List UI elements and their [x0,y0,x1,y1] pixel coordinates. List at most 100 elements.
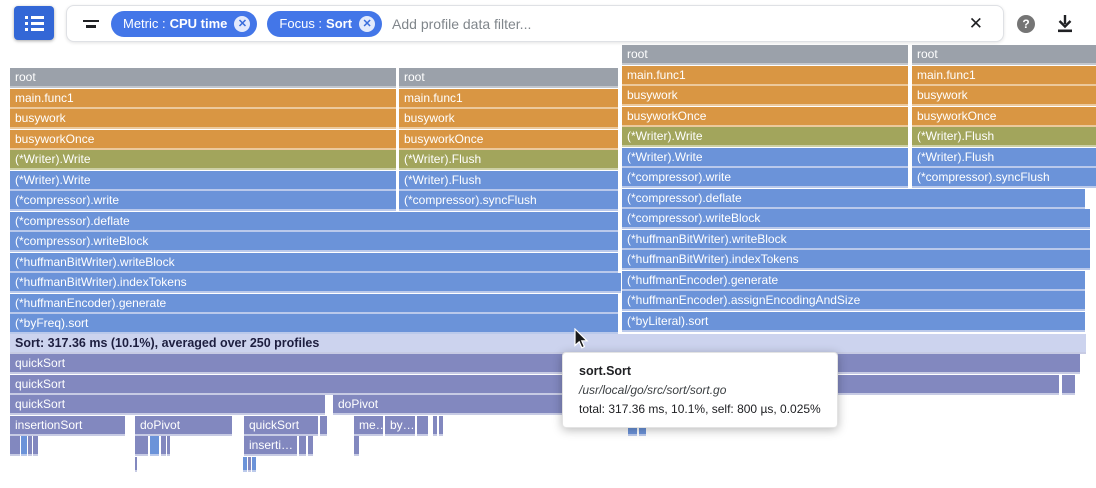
chip-close-icon[interactable]: ✕ [359,15,376,32]
flame-frame[interactable]: doPivot [135,415,232,436]
flame-frame[interactable] [161,436,166,456]
flame-frame[interactable]: (*Writer).Write [10,170,396,191]
flame-frame[interactable] [354,436,359,456]
flame-frame[interactable]: (*huffmanBitWriter).indexTokens [10,273,621,293]
flame-frame[interactable]: (*Writer).Flush [912,127,1096,147]
flame-frame[interactable]: (*compressor).writeBlock [622,209,1090,229]
filter-bar: Metric : CPU time ✕ Focus : Sort ✕ Add pro… [66,5,1004,42]
toolbar: Metric : CPU time ✕ Focus : Sort ✕ Add pro… [0,0,1096,48]
flame-frame[interactable] [33,436,38,456]
flame-frame[interactable]: (*compressor).syncFlush [399,191,618,211]
flame-frame[interactable]: inserti… [244,436,297,456]
frame-label: (*compressor).writeBlock [627,211,761,225]
flame-frame[interactable]: (*compressor).write [622,168,908,188]
flame-frame[interactable] [10,436,20,456]
flame-frame[interactable] [299,436,306,456]
flame-frame[interactable]: quickSort [10,374,1059,395]
frame-label: busywork [627,88,678,102]
flame-frame[interactable] [248,456,251,472]
tooltip-source-path: /usr/local/go/src/sort/sort.go [579,383,727,397]
flame-frame[interactable]: (*huffmanEncoder).generate [622,270,1085,291]
frame-label: root [627,47,648,61]
flame-frame[interactable]: busyworkOnce [622,106,908,127]
flame-frame[interactable]: insertionSort [10,415,125,436]
flame-frame[interactable] [243,456,247,472]
flame-frame[interactable] [417,415,428,436]
frame-label: me… [359,417,383,432]
flame-frame[interactable] [439,415,443,436]
flame-frame[interactable] [252,456,256,472]
flame-frame[interactable]: root [399,68,618,88]
flame-frame[interactable] [167,436,170,456]
flame-frame[interactable]: main.func1 [912,65,1096,86]
flame-frame[interactable]: (*huffmanEncoder).generate [10,293,618,314]
flame-frame[interactable] [433,415,437,436]
flame-frame[interactable]: (*Writer).Write [622,147,908,168]
flame-frame[interactable]: (*Writer).Flush [399,150,618,170]
bulleted-list-icon [24,15,44,31]
flame-frame[interactable] [1062,374,1075,395]
filter-chip-metric[interactable]: Metric : CPU time ✕ [111,10,258,37]
flame-frame[interactable] [150,436,159,456]
flame-frame[interactable] [21,436,27,456]
selected-frame-summary[interactable]: Sort: 317.36 ms (10.1%), averaged over 2… [10,334,1086,354]
flame-frame[interactable]: (*huffmanEncoder).assignEncodingAndSize [622,291,1085,311]
flame-frame[interactable]: (*byLiteral).sort [622,311,1085,332]
flame-frame[interactable]: busywork [622,86,908,106]
flame-frame[interactable]: (*compressor).write [10,191,396,211]
frame-label: quickSort [249,417,300,432]
help-icon[interactable]: ? [1017,15,1035,33]
flame-frame[interactable]: main.func1 [622,65,908,86]
frame-label: doPivot [140,417,181,432]
frame-label: (*byFreq).sort [15,316,89,330]
flame-frame[interactable]: by… [385,415,415,436]
flame-frame[interactable]: busyworkOnce [10,129,396,150]
frame-label: (*Writer).Flush [917,149,995,164]
flame-frame[interactable]: busywork [10,109,396,129]
flame-frame[interactable]: root [912,45,1096,65]
flame-frame[interactable]: (*Writer).Flush [912,147,1096,168]
frame-label: root [404,70,425,84]
flame-frame[interactable]: root [622,45,908,65]
flame-frame[interactable]: quickSort [10,395,325,415]
flame-frame[interactable]: (*Writer).Flush [399,170,618,191]
flame-frame[interactable] [320,415,327,436]
flame-frame[interactable]: quickSort [10,354,1080,374]
flame-frame[interactable]: main.func1 [399,88,618,109]
chip-close-icon[interactable]: ✕ [234,15,251,32]
frame-label: root [917,47,938,61]
flame-frame[interactable]: (*compressor).deflate [10,211,618,232]
frame-label: (*Writer).Flush [404,172,482,187]
flame-frame[interactable] [135,436,148,456]
chip-value: Sort [326,16,353,31]
flame-frame[interactable]: busywork [399,109,618,129]
flame-frame[interactable]: (*Writer).Write [10,150,396,170]
flame-frame[interactable]: (*huffmanBitWriter).indexTokens [622,250,1090,270]
filter-chip-focus[interactable]: Focus : Sort ✕ [267,10,383,37]
menu-button[interactable] [14,6,54,40]
flame-frame[interactable]: root [10,68,396,88]
flame-frame[interactable] [308,436,313,456]
flame-frame[interactable] [135,456,137,472]
flame-frame[interactable]: me… [354,415,383,436]
flame-frame[interactable]: busywork [912,86,1096,106]
flame-frame[interactable]: (*huffmanBitWriter).writeBlock [622,229,1090,250]
frame-label: main.func1 [15,90,74,105]
flame-frame[interactable]: (*compressor).writeBlock [10,232,618,252]
flame-frame[interactable]: (*huffmanBitWriter).writeBlock [10,252,618,273]
frame-label: (*Writer).Write [15,152,91,166]
flame-frame[interactable]: main.func1 [10,88,396,109]
flame-frame[interactable]: (*Writer).Write [622,127,908,147]
flame-frame[interactable]: (*compressor).deflate [622,188,1085,209]
download-icon[interactable] [1055,13,1075,35]
clear-filters-icon[interactable]: ✕ [968,13,983,33]
flame-frame[interactable]: busyworkOnce [399,129,618,150]
flame-frame[interactable] [28,436,32,456]
filter-input[interactable]: Add profile data filter... [392,15,532,32]
frame-label: (*compressor).deflate [15,213,130,228]
frame-label: (*compressor).syncFlush [404,193,537,207]
flame-frame[interactable]: quickSort [244,415,318,436]
flame-frame[interactable]: busyworkOnce [912,106,1096,127]
flame-frame[interactable]: (*compressor).syncFlush [912,168,1096,188]
flame-frame[interactable]: (*byFreq).sort [10,314,618,334]
